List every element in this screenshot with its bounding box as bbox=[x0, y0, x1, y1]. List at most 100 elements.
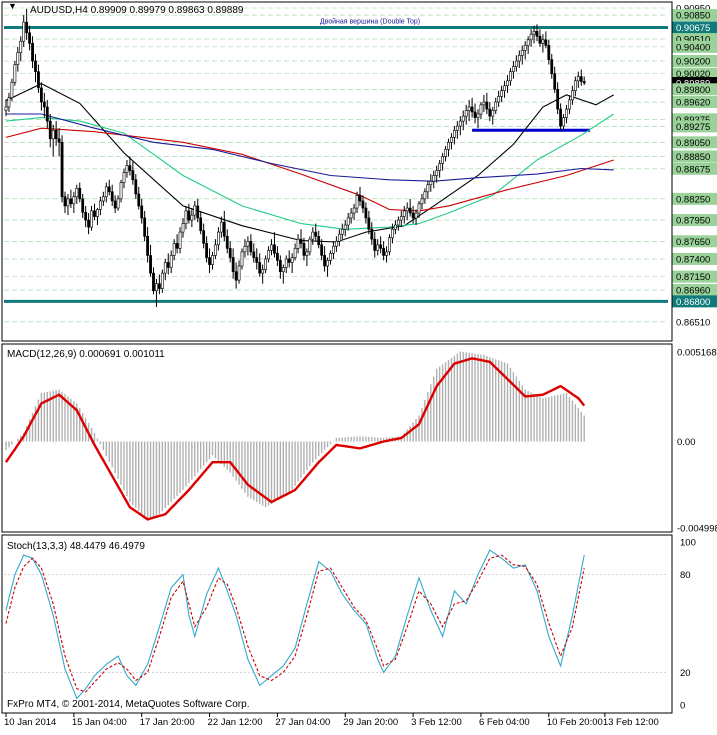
time-tick-label: 6 Feb 04:00 bbox=[479, 717, 530, 728]
candle-body bbox=[152, 272, 155, 292]
candle-body bbox=[99, 200, 102, 210]
candle-body bbox=[211, 255, 214, 265]
candle-body bbox=[228, 248, 232, 258]
price-label-box bbox=[672, 214, 717, 227]
price-label-box bbox=[672, 9, 717, 22]
candle-body bbox=[405, 207, 409, 212]
price-label-box bbox=[672, 270, 717, 283]
candle-body bbox=[22, 21, 26, 42]
candle-body bbox=[175, 243, 179, 249]
candle-body bbox=[243, 245, 247, 253]
candle-body bbox=[267, 250, 270, 260]
candle-body bbox=[497, 96, 501, 103]
candle-body bbox=[370, 228, 374, 240]
candle-body bbox=[160, 272, 164, 289]
collapse-arrow-icon[interactable]: ▼ bbox=[8, 1, 17, 11]
candle-body bbox=[93, 210, 96, 217]
candle-body bbox=[547, 45, 551, 60]
price-tick-label: 0.89800 bbox=[676, 85, 710, 96]
candle-body bbox=[104, 186, 108, 198]
candle-body bbox=[408, 207, 412, 214]
price-label-box bbox=[672, 21, 717, 34]
candle-body bbox=[308, 238, 312, 253]
candle-body bbox=[281, 267, 285, 272]
time-tick-label: 27 Jan 04:00 bbox=[275, 717, 330, 728]
candle-body bbox=[110, 191, 114, 202]
macd-tick-label: 0.005168 bbox=[677, 348, 717, 359]
price-label-box bbox=[672, 67, 717, 80]
price-tick-label: 0.90200 bbox=[676, 57, 710, 68]
candle-body bbox=[373, 238, 377, 251]
candle-body bbox=[4, 106, 8, 111]
candle-body bbox=[48, 120, 52, 140]
candle-body bbox=[517, 55, 521, 62]
candle-body bbox=[16, 52, 20, 65]
candle-body bbox=[464, 110, 468, 117]
candle-body bbox=[54, 129, 58, 140]
candle-body bbox=[500, 90, 504, 97]
candle-body bbox=[340, 228, 344, 235]
candle-body bbox=[550, 59, 554, 75]
candle-body bbox=[143, 217, 147, 237]
candle-body bbox=[246, 240, 250, 247]
candle-body bbox=[476, 113, 480, 118]
candle-body bbox=[482, 101, 486, 106]
candle-body bbox=[87, 219, 91, 228]
candle-body bbox=[214, 244, 217, 256]
time-tick-label: 29 Jan 20:00 bbox=[343, 717, 398, 728]
price-tick-label: 0.90950 bbox=[676, 4, 710, 15]
candle-body bbox=[452, 129, 456, 138]
candle-body bbox=[329, 252, 332, 261]
candle-body bbox=[382, 248, 386, 256]
candle-body bbox=[39, 87, 43, 103]
candle-body bbox=[158, 283, 161, 289]
candle-body bbox=[34, 60, 37, 72]
candle-body bbox=[25, 21, 29, 34]
candle-body bbox=[137, 193, 141, 207]
candle-body bbox=[426, 184, 430, 193]
price-label-box bbox=[672, 162, 717, 175]
candle-body bbox=[326, 260, 329, 267]
candle-body bbox=[278, 260, 282, 272]
price-label-box bbox=[672, 284, 717, 297]
candle-body bbox=[205, 243, 209, 258]
candle-body bbox=[506, 80, 509, 87]
price-tick-label: 0.88850 bbox=[676, 152, 710, 163]
stoch-tick-label: 100 bbox=[680, 538, 696, 549]
candle-body bbox=[544, 39, 548, 46]
candle-body bbox=[367, 217, 371, 230]
candle-body bbox=[479, 104, 483, 115]
candle-body bbox=[255, 257, 259, 263]
candle-body bbox=[101, 196, 105, 202]
candle-body bbox=[503, 85, 506, 92]
price-label-box bbox=[672, 150, 717, 163]
candle-body bbox=[231, 257, 235, 272]
price-tick-label: 0.87650 bbox=[676, 237, 710, 248]
candle-body bbox=[284, 258, 288, 268]
time-tick-label: 10 Jan 2014 bbox=[4, 717, 56, 728]
candle-body bbox=[10, 81, 14, 99]
candle-body bbox=[399, 216, 403, 221]
candle-body bbox=[455, 125, 459, 131]
candle-body bbox=[444, 149, 447, 157]
stoch-tick-label: 20 bbox=[680, 668, 691, 679]
candle-body bbox=[45, 106, 49, 122]
candle-body bbox=[523, 45, 527, 51]
candle-body bbox=[423, 191, 427, 200]
candle-body bbox=[155, 283, 158, 292]
macd-tick-label: -0.004998 bbox=[677, 524, 717, 535]
price-tick-label: 0.87950 bbox=[676, 216, 710, 227]
price-tick-label: 0.90020 bbox=[676, 69, 710, 80]
price-tick-label: 0.89620 bbox=[676, 98, 710, 109]
time-tick-label: 3 Feb 12:00 bbox=[411, 717, 462, 728]
candle-body bbox=[237, 265, 241, 281]
candle-body bbox=[414, 212, 418, 219]
candle-body bbox=[441, 156, 445, 164]
candle-body bbox=[7, 97, 11, 108]
candle-body bbox=[19, 40, 23, 53]
candle-body bbox=[122, 172, 126, 183]
candle-body bbox=[467, 106, 471, 111]
